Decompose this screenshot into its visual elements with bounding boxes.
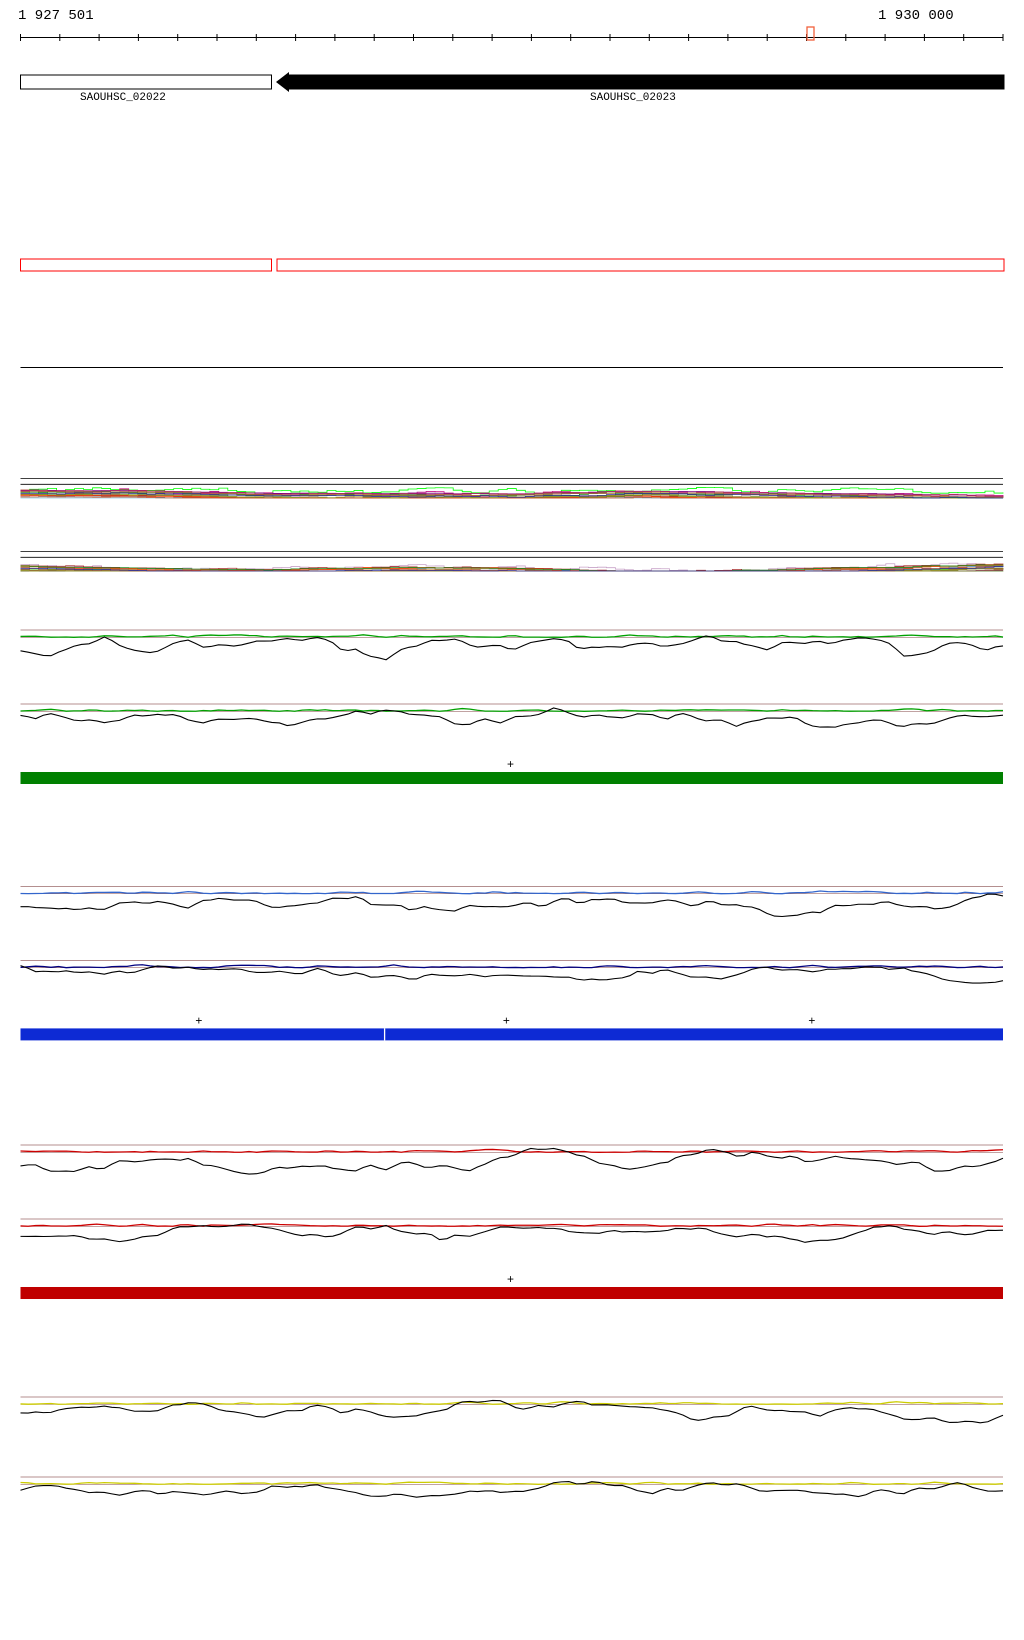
svg-text:+: + bbox=[507, 1273, 514, 1287]
svg-text:+: + bbox=[195, 1014, 202, 1028]
svg-text:+: + bbox=[503, 1014, 510, 1028]
svg-text:+: + bbox=[507, 758, 514, 772]
svg-text:+: + bbox=[808, 1014, 815, 1028]
